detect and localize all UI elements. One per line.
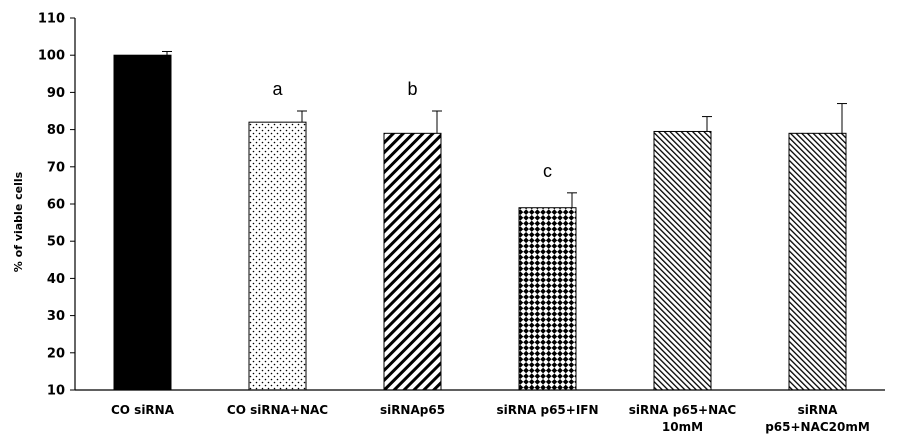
bar — [113, 54, 172, 391]
bar — [248, 121, 307, 391]
y-tick-label: 10 — [47, 384, 65, 399]
x-category-label: siRNA p65+NAC — [629, 403, 737, 417]
x-category-label: 10mM — [662, 420, 703, 434]
y-tick-label: 90 — [47, 86, 65, 101]
y-tick-label: 20 — [47, 346, 65, 361]
y-axis-ticks: 10 20 30 40 50 60 70 80 90 100 110 — [38, 12, 75, 399]
x-category-label: p65+NAC20mM — [765, 420, 870, 434]
significance-letter: c — [543, 161, 552, 181]
significance-letter: b — [407, 79, 417, 99]
error-bars — [162, 50, 847, 208]
x-category-label: siRNAp65 — [380, 403, 445, 417]
y-tick-label: 40 — [47, 272, 65, 287]
x-category-label: siRNA p65+IFN — [496, 403, 598, 417]
x-category-label: CO siRNA — [111, 403, 175, 417]
annotations: a b c — [272, 79, 552, 181]
y-tick-label: 80 — [47, 123, 65, 138]
y-tick-label: 50 — [47, 235, 65, 250]
y-axis-label: % of viable cells — [12, 171, 25, 272]
bars — [113, 54, 847, 391]
y-tick-label: 110 — [38, 12, 65, 27]
y-tick-label: 100 — [38, 49, 65, 64]
y-tick-label: 70 — [47, 160, 65, 175]
bar — [518, 207, 577, 391]
bar — [788, 132, 847, 391]
bar — [383, 132, 442, 391]
y-tick-label: 60 — [47, 198, 65, 213]
x-category-label: siRNA — [798, 403, 839, 417]
x-category-label: CO siRNA+NAC — [227, 403, 328, 417]
x-axis-labels: CO siRNA CO siRNA+NAC siRNAp65 siRNA p65+IF… — [111, 403, 870, 434]
significance-letter: a — [272, 79, 283, 99]
y-tick-label: 30 — [47, 309, 65, 324]
bar — [653, 130, 712, 391]
